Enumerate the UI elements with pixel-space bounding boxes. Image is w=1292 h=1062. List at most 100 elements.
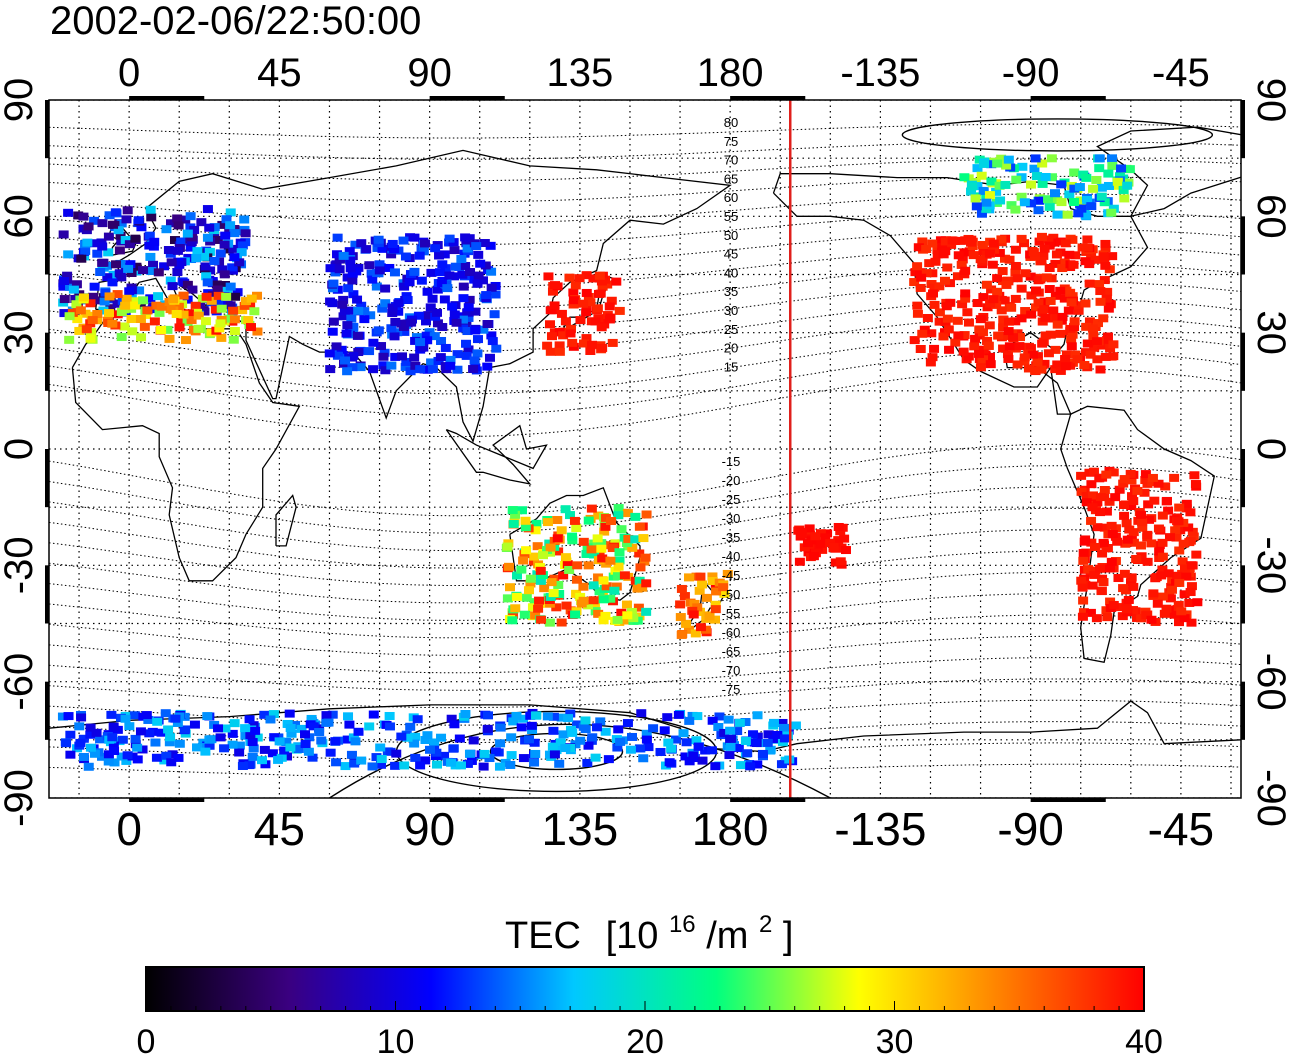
tec-cell [495, 723, 506, 732]
magnetic-contour-label: -50 [722, 587, 741, 602]
tec-cell [199, 252, 210, 261]
tec-cell [338, 312, 349, 321]
tec-cell [1077, 583, 1088, 592]
tec-cell [1074, 183, 1085, 192]
tec-cell [1119, 569, 1130, 578]
tec-cell [1003, 354, 1014, 363]
tec-cell [91, 728, 102, 737]
tec-cell [1142, 530, 1153, 539]
tec-cell [244, 715, 255, 724]
colorbar-unit-exp2: 2 [759, 911, 772, 938]
tec-cell [126, 291, 137, 300]
tec-cell [359, 315, 370, 324]
tec-cell [1049, 189, 1060, 198]
tec-cell [1096, 493, 1107, 502]
tec-cell [1098, 252, 1109, 261]
tec-cell [1144, 515, 1155, 524]
tec-cell [1057, 264, 1068, 273]
tec-cell [431, 760, 442, 769]
tec-cell [567, 728, 578, 737]
magnetic-contour-label: 25 [724, 322, 738, 337]
tec-cell [688, 610, 699, 619]
tec-cell [105, 304, 116, 313]
tec-cell [1161, 604, 1172, 613]
tec-cell [1041, 273, 1052, 282]
tec-cell [1161, 496, 1172, 505]
tec-cell [643, 743, 654, 752]
tec-cell [595, 717, 606, 726]
tec-cell [337, 300, 348, 309]
tec-cell [585, 346, 596, 355]
tec-cell [909, 336, 920, 345]
tec-cell [1067, 235, 1078, 244]
tec-cell [925, 358, 936, 367]
tec-cell [212, 235, 223, 244]
tec-cell [59, 295, 70, 304]
tec-cell [249, 307, 260, 316]
tec-cell [612, 615, 623, 624]
tec-cell [348, 351, 359, 360]
tec-cell [1002, 276, 1013, 285]
tec-cell [74, 722, 85, 731]
magnetic-contour [49, 210, 1241, 246]
tec-cell [107, 319, 118, 328]
tec-cell [85, 299, 96, 308]
tec-cell [206, 296, 217, 305]
tec-cell [85, 730, 96, 739]
tec-cell [494, 762, 505, 771]
tec-cell [346, 750, 357, 759]
tec-cell [580, 725, 591, 734]
tec-cell [979, 159, 990, 168]
tec-cell [1137, 523, 1148, 532]
tec-cell [161, 751, 172, 760]
tec-cell [752, 711, 763, 720]
tec-cell [675, 613, 686, 622]
tec-cell [409, 267, 420, 276]
tec-cell [137, 745, 148, 754]
tec-cell [562, 560, 573, 569]
tec-cell [116, 752, 127, 761]
tec-cell [600, 611, 611, 620]
tec-cell [1076, 471, 1087, 480]
magnetic-contour [49, 367, 1241, 438]
tec-cell [996, 306, 1007, 315]
tec-cell [200, 262, 211, 271]
tec-cell [141, 711, 152, 720]
tec-cell [473, 250, 484, 259]
tec-cell [1082, 243, 1093, 252]
tec-cell [1126, 578, 1137, 587]
tec-cell [796, 530, 807, 539]
tec-cell [464, 749, 475, 758]
tec-cell [89, 216, 100, 225]
tec-cell [799, 543, 810, 552]
tec-cell [425, 303, 436, 312]
tec-cell [556, 618, 567, 627]
magnetic-contour-label: 15 [724, 359, 738, 374]
colorbar-ticks: 0 10 20 30 40 [137, 1001, 1163, 1061]
tec-cell [921, 244, 932, 253]
tec-cell [622, 509, 633, 518]
tec-cell [347, 363, 358, 372]
tec-cell [149, 317, 160, 326]
tec-cell [397, 352, 408, 361]
tec-cell [1108, 352, 1119, 361]
tec-cell [683, 625, 694, 634]
tec-cell [1185, 588, 1196, 597]
tec-cell [479, 239, 490, 248]
tec-cell [1032, 358, 1043, 367]
tec-cell [396, 319, 407, 328]
tec-cell [1076, 204, 1087, 213]
magnetic-contour [49, 763, 1241, 778]
coast-indonesia [445, 424, 548, 485]
tec-cell [641, 729, 652, 738]
tec-cell [1101, 507, 1112, 516]
tec-cell [220, 231, 231, 240]
tec-cell [445, 355, 456, 364]
tec-cell [1174, 618, 1185, 627]
tec-cell [1084, 279, 1095, 288]
tec-cell [197, 742, 208, 751]
tec-cell [481, 291, 492, 300]
tec-cell [76, 713, 87, 722]
tec-cell [431, 748, 442, 757]
tec-cell [178, 291, 189, 300]
